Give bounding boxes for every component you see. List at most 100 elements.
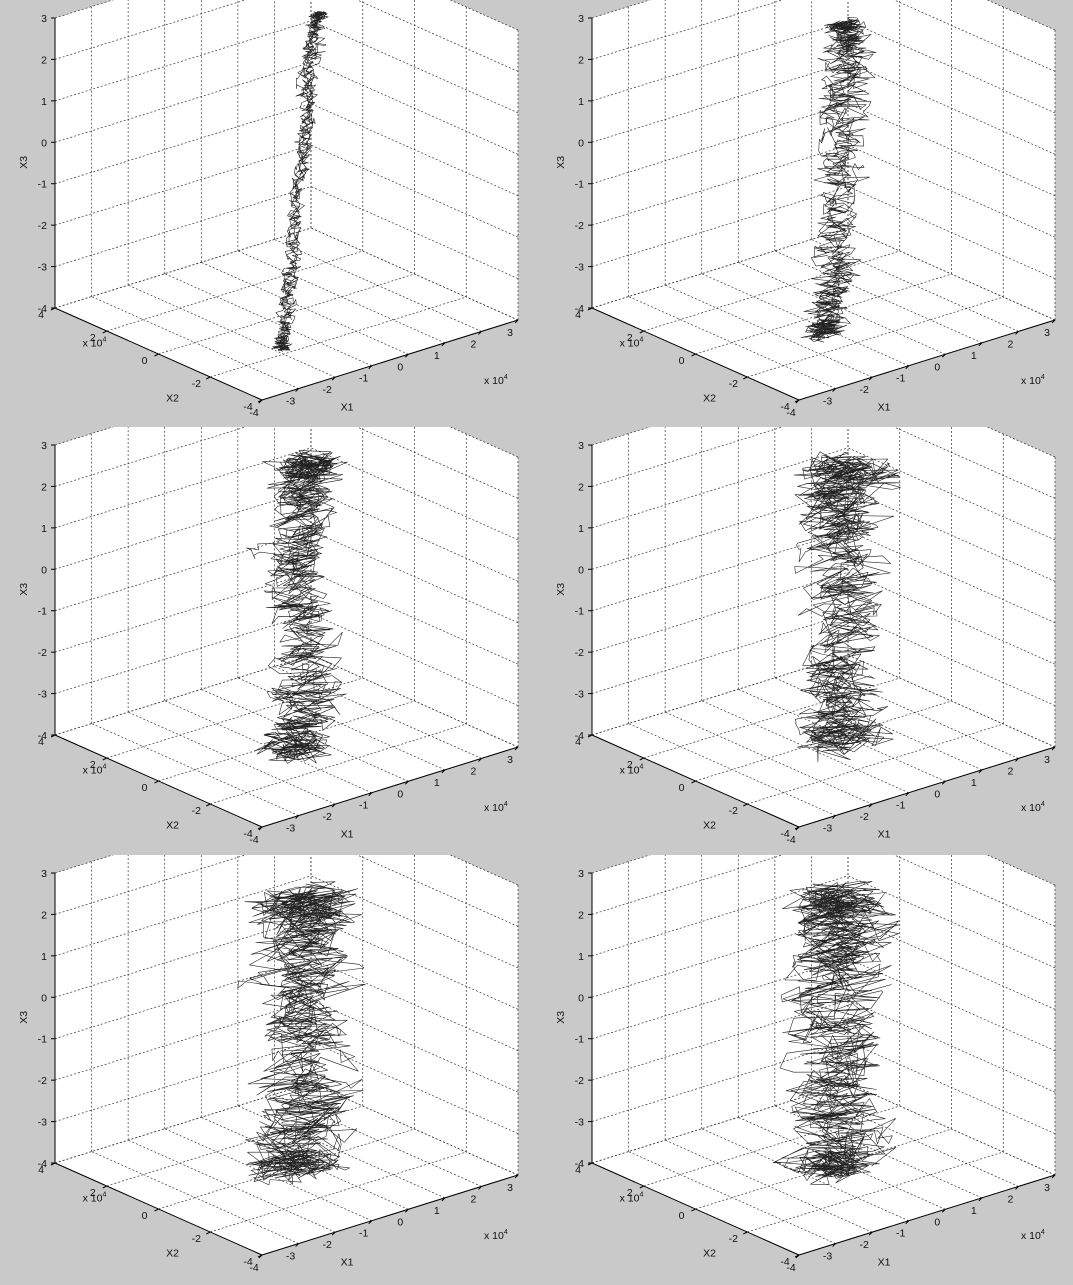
x1-tick-label: -3 xyxy=(286,823,295,835)
x3-tick-label: -2 xyxy=(575,647,584,659)
x2-tick-label: 2 xyxy=(627,1187,633,1199)
x1-tick-label: 2 xyxy=(1008,765,1014,777)
x2-tick-label: 0 xyxy=(679,355,685,367)
tick-marks xyxy=(587,17,1056,404)
x1-tick-label: 3 xyxy=(1044,1182,1050,1194)
x1-tick-label: -4 xyxy=(786,407,795,419)
x1-tick-label: 3 xyxy=(507,327,513,339)
x1-axis-label: X1 xyxy=(878,401,891,413)
x2-tick-label: 0 xyxy=(142,782,148,794)
x3-tick-label: -4 xyxy=(38,730,47,742)
x1-tick-label: 1 xyxy=(971,1205,977,1217)
x2-tick-label: 4 xyxy=(575,736,581,748)
x1-axis-label: X1 xyxy=(878,1256,891,1268)
x1-tick-label: -3 xyxy=(823,823,832,835)
tick-marks xyxy=(50,17,519,404)
x1-axis-label: X1 xyxy=(341,828,354,840)
trajectory-line xyxy=(237,881,366,1186)
x2-tick-label: 2 xyxy=(627,759,633,771)
x1-tick-label: -4 xyxy=(249,834,258,846)
tick-marks xyxy=(587,872,1056,1259)
x3-tick-label: -3 xyxy=(38,262,47,274)
x1-tick-label: -4 xyxy=(249,1262,258,1274)
x1-tick-label: -1 xyxy=(359,800,368,812)
x1-tick-label: -3 xyxy=(286,1251,295,1263)
x2-tick-label: -4 xyxy=(780,828,789,840)
x1-tick-label: 1 xyxy=(971,777,977,789)
subplot-t3: -4 -3 -2 -1 0 1 2 3 -4 -2 0 2 4 -4 -3 -2 -1 0 1 2 3 x 104 x 10… xyxy=(537,0,1067,426)
x2-tick-label: 0 xyxy=(142,1210,148,1222)
x1-tick-label: 2 xyxy=(471,338,477,350)
x2-tick-label: -2 xyxy=(729,378,738,390)
x1-tick-label: 3 xyxy=(1044,327,1050,339)
x2-tick-label: -2 xyxy=(192,805,201,817)
x1-tick-label: -2 xyxy=(322,1239,331,1251)
x3-tick-label: 2 xyxy=(578,481,584,493)
back-left-pane xyxy=(55,0,311,308)
x3-axis-label: X3 xyxy=(18,156,30,169)
x3-tick-label: -4 xyxy=(38,303,47,315)
subplot-t1: -4 -3 -2 -1 0 1 2 3 -4 -2 0 2 4 -4 -3 -2 -1 0 1 2 3 x 104 x 10… xyxy=(0,0,530,426)
x3-tick-label: 0 xyxy=(41,992,47,1004)
subplot-t16: -4 -3 -2 -1 0 1 2 3 -4 -2 0 2 4 -4 -3 -2 -1 0 1 2 3 x 104 x 10… xyxy=(537,855,1067,1281)
x3-axis-label: X3 xyxy=(18,1011,30,1024)
x2-tick-label: -4 xyxy=(243,1256,252,1268)
x1-tick-label: 0 xyxy=(934,788,940,800)
x3-axis-label: X3 xyxy=(555,156,567,169)
x1-tick-label: -2 xyxy=(859,384,868,396)
x1-tick-label: 0 xyxy=(934,1216,940,1228)
x2-tick-label: -4 xyxy=(780,1256,789,1268)
x2-tick-label: -4 xyxy=(243,828,252,840)
x1-tick-label: -3 xyxy=(823,396,832,408)
x2-tick-label: 0 xyxy=(679,782,685,794)
x2-tick-label: 2 xyxy=(90,1187,96,1199)
x3-tick-label: -4 xyxy=(575,303,584,315)
x2-axis-label: X2 xyxy=(703,1248,716,1260)
x1-multiplier: x 104 xyxy=(484,1229,508,1242)
x1-tick-label: 2 xyxy=(1008,338,1014,350)
x1-tick-label: -4 xyxy=(786,1262,795,1274)
x1-tick-label: 1 xyxy=(434,350,440,362)
x3-tick-label: -1 xyxy=(38,606,47,618)
x3-axis-label: X3 xyxy=(555,583,567,596)
x1-tick-label: 3 xyxy=(507,1182,513,1194)
x1-tick-label: 0 xyxy=(397,788,403,800)
x1-tick-label: 3 xyxy=(507,754,513,766)
x3-tick-label: -4 xyxy=(575,1158,584,1170)
x3-tick-label: -3 xyxy=(38,689,47,701)
x2-multiplier: x 104 xyxy=(620,764,644,777)
x3-tick-label: -2 xyxy=(575,220,584,232)
x3-axis-label: X3 xyxy=(18,583,30,596)
x3-tick-label: 0 xyxy=(41,564,47,576)
x3-tick-label: 3 xyxy=(578,440,584,452)
x2-multiplier: x 104 xyxy=(620,337,644,350)
x3-tick-label: -3 xyxy=(575,262,584,274)
x3-tick-label: -1 xyxy=(575,606,584,618)
x3-tick-label: -2 xyxy=(38,220,47,232)
x2-axis-label: X2 xyxy=(703,393,716,405)
x3-axis-label: X3 xyxy=(555,1011,567,1024)
x1-tick-label: -1 xyxy=(896,800,905,812)
x1-tick-label: 1 xyxy=(434,777,440,789)
x1-multiplier: x 104 xyxy=(1021,1229,1045,1242)
x1-tick-label: -2 xyxy=(322,384,331,396)
x3-tick-label: 3 xyxy=(578,868,584,880)
x2-axis-label: X2 xyxy=(166,393,179,405)
x2-multiplier: x 104 xyxy=(83,764,107,777)
x1-tick-label: 1 xyxy=(434,1205,440,1217)
x1-multiplier: x 104 xyxy=(1021,374,1045,387)
x2-tick-label: -4 xyxy=(780,401,789,413)
x3-tick-label: -2 xyxy=(38,647,47,659)
x2-multiplier: x 104 xyxy=(83,337,107,350)
x1-axis-label: X1 xyxy=(341,1256,354,1268)
x3-tick-label: 0 xyxy=(578,137,584,149)
x1-tick-label: -3 xyxy=(286,396,295,408)
back-left-pane xyxy=(592,855,848,1163)
x1-tick-label: -1 xyxy=(359,373,368,385)
trajectory-line xyxy=(800,16,877,343)
